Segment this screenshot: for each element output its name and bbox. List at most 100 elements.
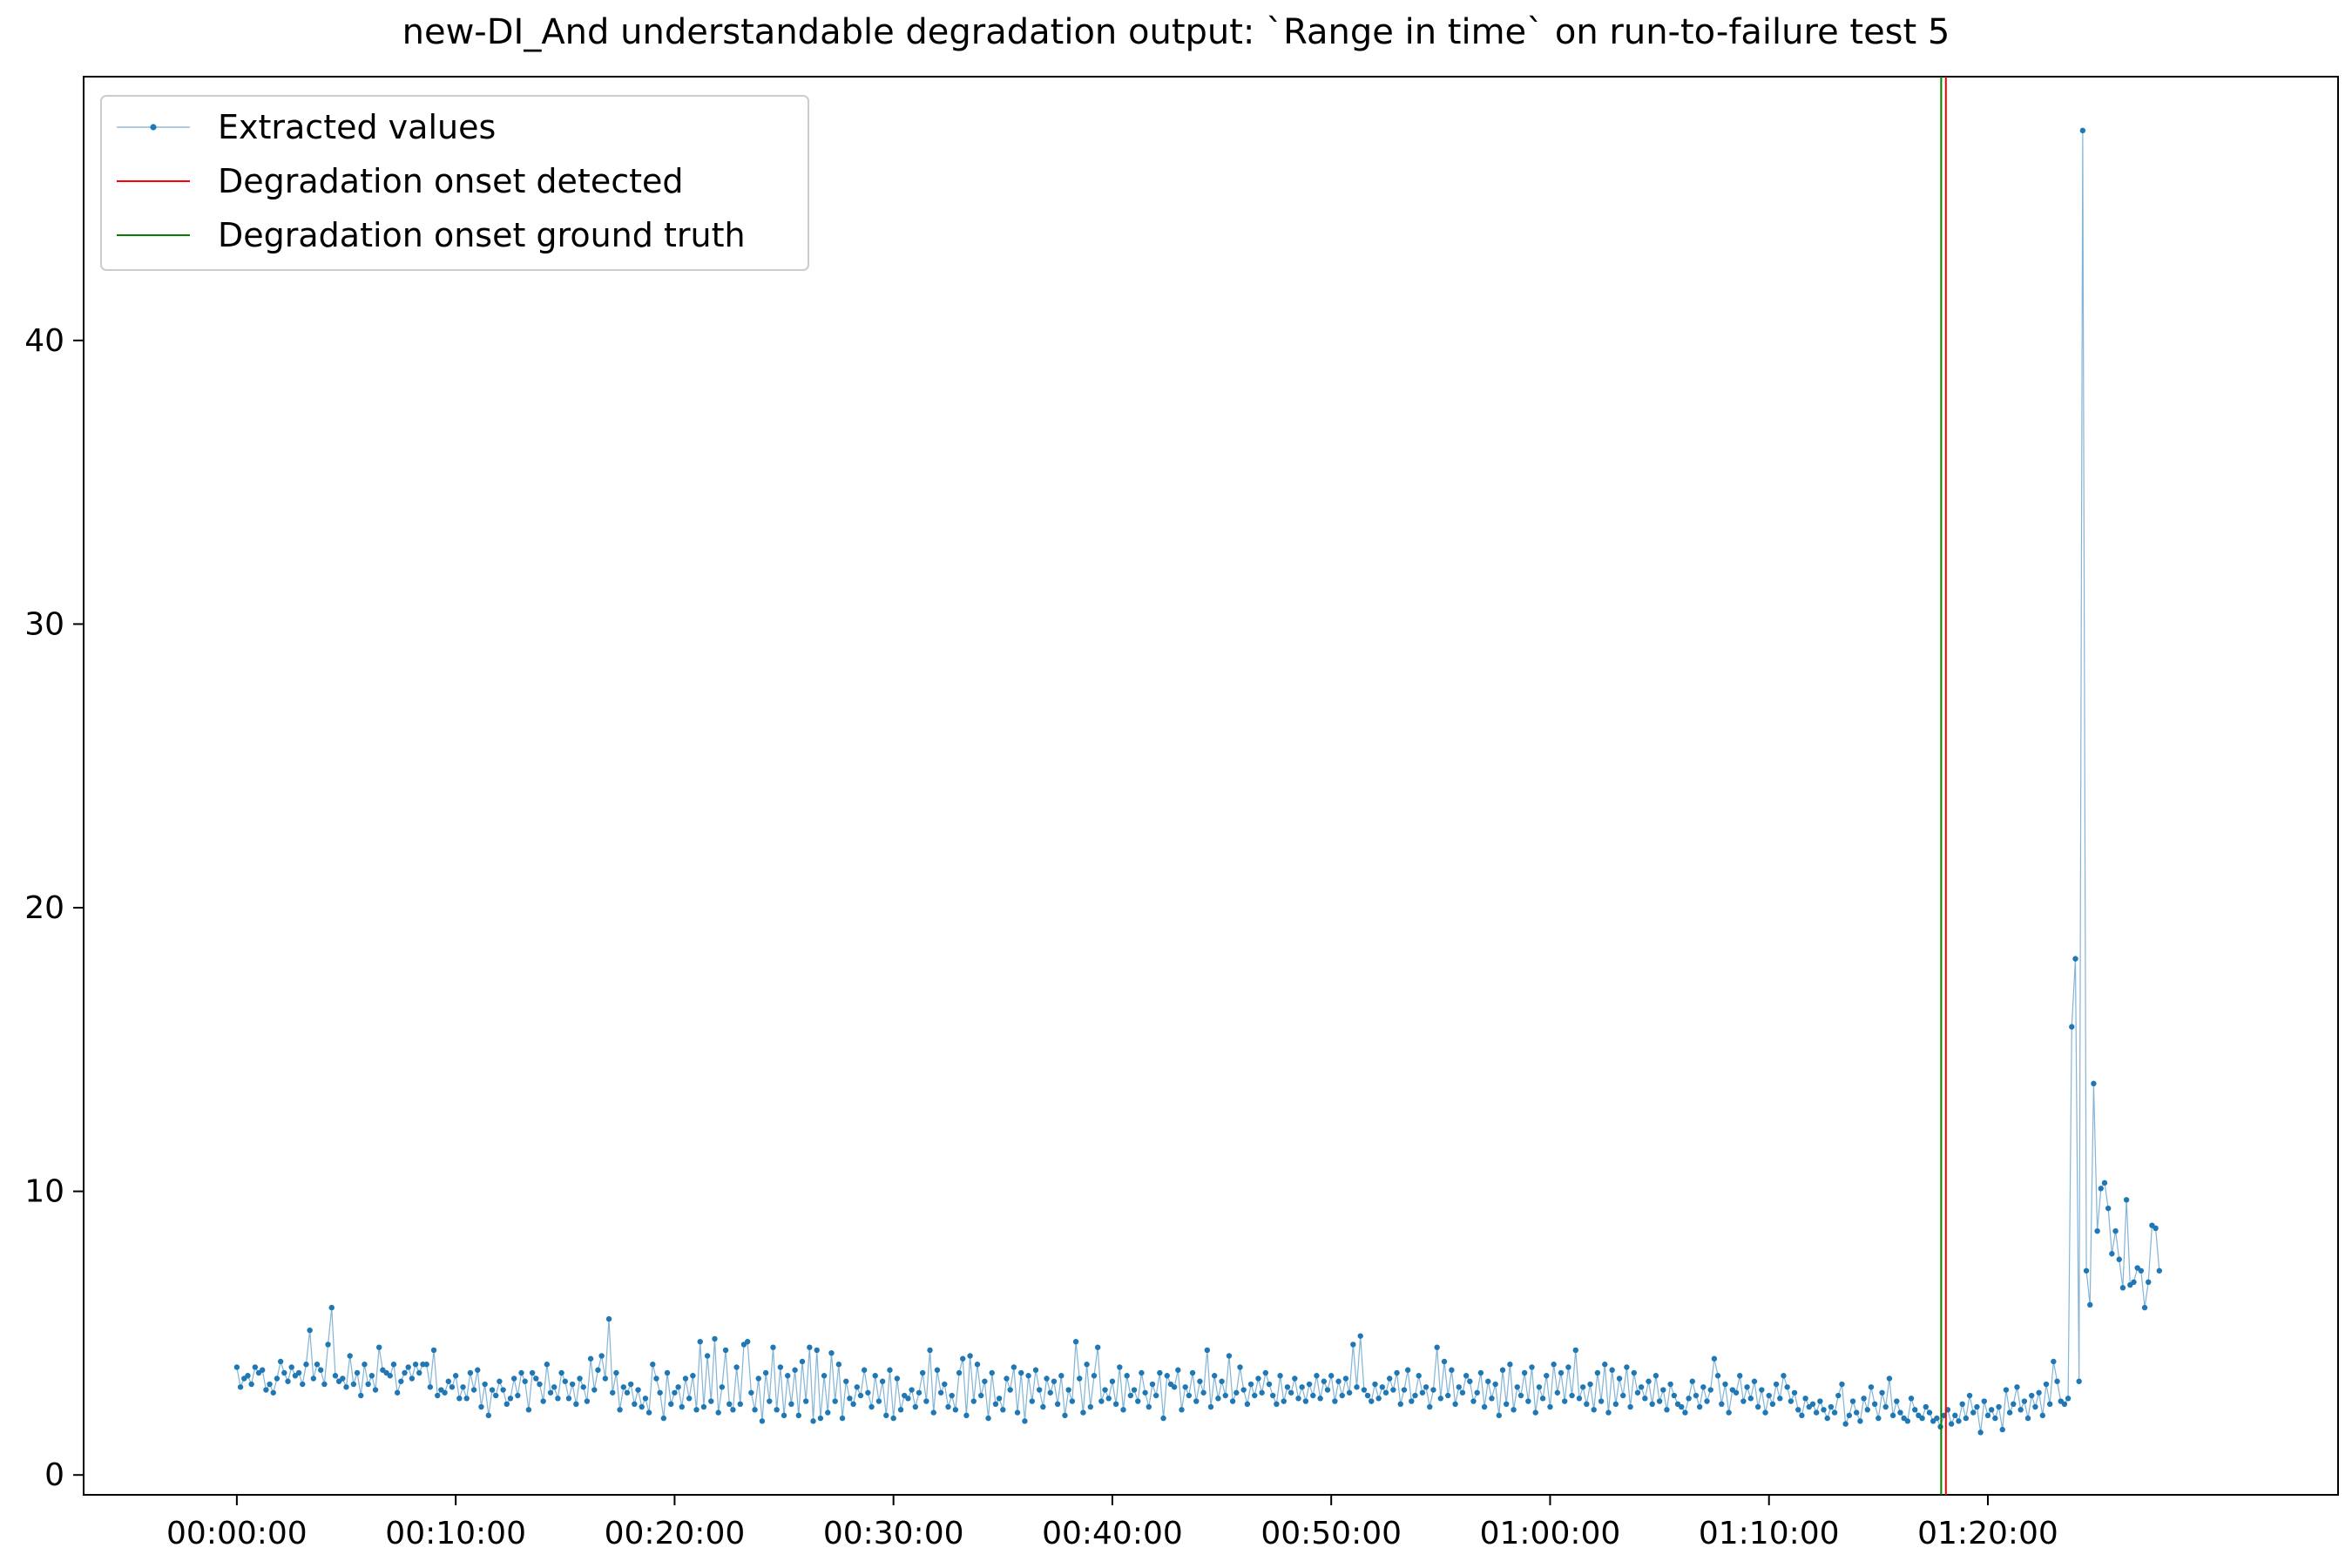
data-point: [861, 1367, 868, 1373]
data-point: [1117, 1364, 1123, 1370]
data-point: [2112, 1227, 2119, 1234]
data-point: [919, 1369, 926, 1376]
data-point: [875, 1398, 882, 1404]
data-point: [263, 1387, 269, 1393]
data-point: [2079, 127, 2086, 134]
data-point: [1824, 1415, 1830, 1422]
data-point: [1492, 1381, 1498, 1388]
data-point: [343, 1384, 349, 1390]
data-point: [452, 1373, 459, 1379]
data-point: [1754, 1403, 1761, 1410]
data-point: [325, 1342, 331, 1348]
data-point: [1189, 1369, 1196, 1376]
data-point: [1689, 1378, 1695, 1384]
data-point: [1054, 1401, 1061, 1408]
data-point: [1179, 1407, 1185, 1413]
data-point: [1000, 1407, 1006, 1413]
data-point: [1861, 1396, 1867, 1402]
data-point: [1350, 1342, 1356, 1348]
data-point: [2051, 1358, 2057, 1365]
data-point: [1711, 1355, 1718, 1362]
data-point: [1233, 1389, 1240, 1396]
data-point: [1536, 1384, 1543, 1390]
y-tick-label: 0: [44, 1457, 64, 1493]
data-point: [1266, 1381, 1273, 1388]
data-point: [233, 1364, 240, 1370]
data-point: [1977, 1429, 1984, 1436]
data-point: [1105, 1396, 1112, 1402]
data-point: [1240, 1387, 1247, 1393]
data-point: [1821, 1407, 1827, 1413]
data-point: [1587, 1381, 1593, 1388]
legend-label-onset-ground-truth: Degradation onset ground truth: [218, 216, 746, 254]
data-point: [1142, 1389, 1148, 1396]
data-point: [1328, 1373, 1335, 1379]
data-point: [1372, 1381, 1378, 1388]
data-point: [2109, 1251, 2115, 1257]
data-point: [686, 1396, 693, 1402]
data-point: [755, 1375, 761, 1382]
data-point: [1693, 1392, 1700, 1399]
data-point: [456, 1396, 463, 1402]
data-point: [1981, 1398, 1987, 1404]
data-point: [1044, 1375, 1050, 1382]
data-point: [518, 1369, 524, 1376]
data-point: [1974, 1403, 1980, 1410]
data-point: [507, 1396, 514, 1402]
data-point: [832, 1398, 838, 1404]
data-point: [1638, 1384, 1645, 1390]
data-point: [1532, 1409, 1538, 1416]
data-point: [759, 1418, 766, 1424]
data-point: [2083, 1267, 2090, 1274]
data-point: [675, 1384, 681, 1390]
data-point: [430, 1347, 437, 1354]
data-point: [1882, 1403, 1889, 1410]
data-point: [1671, 1392, 1678, 1399]
plot-area: [83, 76, 2339, 1496]
data-point: [1321, 1378, 1328, 1384]
data-point: [767, 1398, 773, 1404]
data-point: [1135, 1398, 1141, 1404]
data-point: [1649, 1401, 1655, 1408]
data-point: [565, 1396, 572, 1402]
data-point: [1700, 1384, 1707, 1390]
data-point: [1544, 1373, 1550, 1379]
data-point: [1357, 1333, 1363, 1339]
data-point: [733, 1364, 740, 1370]
data-point: [1459, 1389, 1466, 1396]
data-point: [1489, 1396, 1495, 1402]
data-point: [470, 1387, 477, 1393]
data-point: [402, 1369, 408, 1376]
data-point: [1332, 1398, 1338, 1404]
data-point: [1409, 1398, 1415, 1404]
data-point: [2061, 1401, 2068, 1408]
data-point: [1259, 1389, 1265, 1396]
data-point: [1871, 1401, 1878, 1408]
data-point: [1646, 1378, 1652, 1384]
data-point: [1007, 1387, 1013, 1393]
data-point: [668, 1401, 674, 1408]
data-point: [963, 1412, 970, 1419]
x-tick-label: 00:00:00: [166, 1516, 308, 1551]
data-point: [967, 1353, 973, 1359]
data-point: [350, 1381, 357, 1388]
data-point: [657, 1389, 663, 1396]
data-point: [1660, 1387, 1666, 1393]
data-point: [1539, 1396, 1546, 1402]
chart-title: new-DI_And understandable degradation ou…: [402, 12, 1950, 52]
x-tick-label: 00:50:00: [1260, 1516, 1402, 1551]
data-point: [394, 1389, 401, 1396]
y-tick-label: 30: [24, 606, 64, 642]
data-point: [332, 1373, 339, 1379]
data-point: [624, 1389, 631, 1396]
data-point: [1354, 1384, 1360, 1390]
data-point: [605, 1315, 612, 1322]
data-point: [909, 1387, 915, 1393]
data-point: [1269, 1392, 1276, 1399]
data-point: [1802, 1396, 1808, 1402]
data-point: [795, 1412, 801, 1419]
series-layer: [233, 127, 2162, 1436]
data-point: [762, 1369, 769, 1376]
data-point: [1306, 1381, 1313, 1388]
